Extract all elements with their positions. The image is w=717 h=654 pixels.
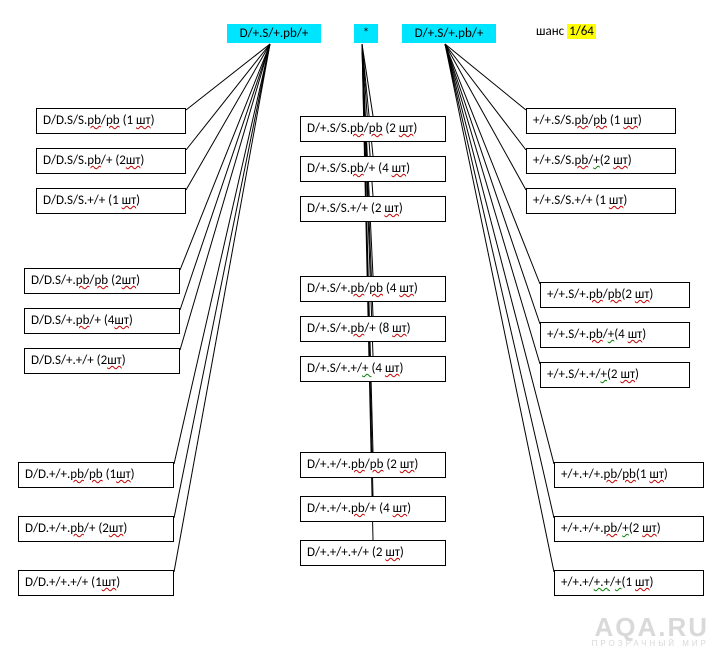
leaf-box: D/D.S/+.pb/pb (2шт): [24, 268, 180, 294]
leaf-box: D/+.S/S.+/+ (2 шт): [300, 196, 446, 222]
leaf-box: D/+.S/+.+/+ (4 шт): [300, 356, 446, 382]
watermark-small: ПРОЗРАЧНЫЙ МИР: [592, 640, 709, 648]
leaf-box: D/+.S/+.pb/+ (8 шт): [300, 316, 446, 342]
chance-value: 1/64: [567, 24, 596, 39]
leaf-box: +/+.S/+.+/+(2 шт): [540, 362, 690, 388]
leaf-box: +/+.+/+.pb/+(2 шт): [554, 516, 704, 542]
leaf-box: +/+.S/+.pb/+(4 шт): [540, 322, 690, 348]
leaf-box: D/+.+/+.pb/+ (4 шт): [300, 496, 446, 522]
leaf-box: +/+.S/+.pb/pb(2 шт): [540, 282, 690, 308]
leaf-box: D/+.+/+.pb/pb (2 шт): [300, 452, 446, 478]
top-node: D/+.S/+.pb/+: [227, 24, 321, 43]
leaf-box: D/+.S/S.pb/pb (2 шт): [300, 116, 446, 142]
leaf-box: D/D.S/S.+/+ (1 шт): [36, 188, 186, 214]
leaf-box: +/+.S/S.+/+ (1 шт): [526, 188, 676, 214]
leaf-box: D/D.S/S.pb/+ (2шт): [36, 148, 186, 174]
chance-text: шанс: [536, 24, 564, 39]
top-node: D/+.S/+.pb/+: [402, 24, 496, 43]
leaf-box: D/+.S/+.pb/pb (4 шт): [300, 276, 446, 302]
leaf-box: D/D.+/+.+/+ (1шт): [18, 570, 174, 596]
leaf-box: D/D.+/+.pb/pb (1шт): [18, 462, 174, 488]
leaf-box: +/+.+/+.pb/pb(1 шт): [554, 462, 704, 488]
leaf-box: D/D.S/+.pb/+ (4шт): [24, 308, 180, 334]
chance-label: шанс 1/64: [536, 24, 596, 39]
leaf-box: D/D.S/S.pb/pb (1 шт): [36, 108, 186, 134]
leaf-box: D/+.S/S.pb/+ (4 шт): [300, 156, 446, 182]
leaf-box: +/+.S/S.pb/+(2 шт): [526, 148, 676, 174]
top-node: *: [354, 24, 378, 43]
leaf-box: D/+.+/+.+/+ (2 шт): [300, 540, 446, 566]
leaf-box: +/+.+/+.+/+(1 шт): [554, 570, 704, 596]
leaf-box: D/D.S/+.+/+ (2шт): [24, 348, 180, 374]
leaf-box: D/D.+/+.pb/+ (2шт): [18, 516, 174, 542]
watermark: AQA.RU ПРОЗРАЧНЫЙ МИР: [592, 614, 709, 648]
leaf-box: +/+.S/S.pb/pb (1 шт): [526, 108, 676, 134]
watermark-big: AQA.RU: [592, 614, 709, 640]
